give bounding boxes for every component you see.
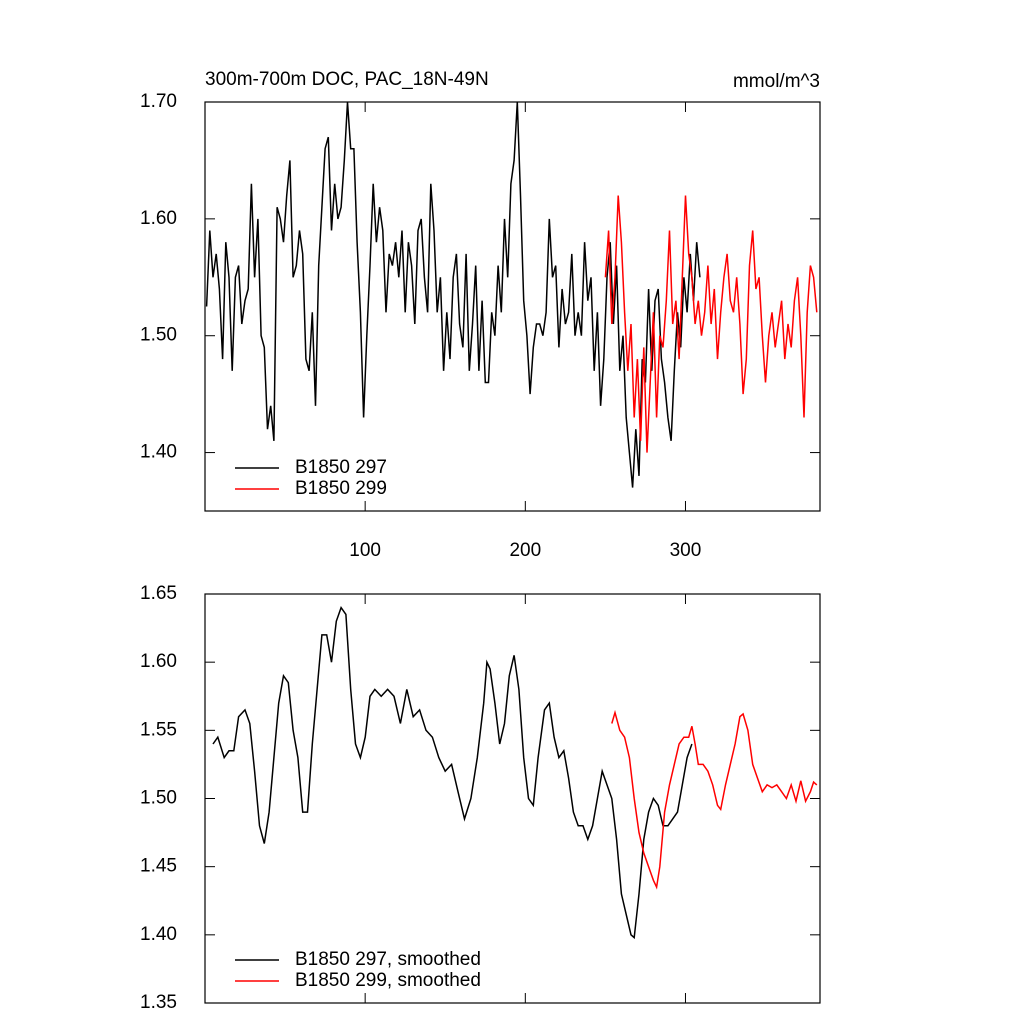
y-tick-label: 1.60 — [140, 651, 177, 672]
x-tick-label: 200 — [509, 540, 541, 561]
legend-label: B1850 297 — [295, 457, 387, 478]
x-tick-label: 100 — [349, 540, 381, 561]
legend-label: B1850 299 — [295, 478, 387, 499]
y-tick-label: 1.70 — [140, 91, 177, 112]
series-line — [212, 605, 693, 940]
y-tick-label: 1.55 — [140, 719, 177, 740]
plot-frame — [204, 101, 821, 512]
y-tick-label: 1.60 — [140, 208, 177, 229]
x-tick-label: 300 — [670, 540, 702, 561]
series-line — [611, 709, 818, 890]
series-line — [205, 101, 701, 488]
chart-title: 300m-700m DOC, PAC_18N-49N — [205, 69, 489, 90]
y-tick-label: 1.40 — [140, 924, 177, 945]
y-tick-label: 1.40 — [140, 442, 177, 463]
y-tick-label: 1.45 — [140, 856, 177, 877]
y-tick-label: 1.35 — [140, 992, 177, 1013]
units-label: mmol/m^3 — [733, 71, 820, 92]
y-tick-label: 1.65 — [140, 583, 177, 604]
legend-label: B1850 299, smoothed — [295, 970, 481, 991]
y-tick-label: 1.50 — [140, 325, 177, 346]
series-line — [604, 195, 818, 453]
legend-label: B1850 297, smoothed — [295, 949, 481, 970]
y-tick-label: 1.50 — [140, 788, 177, 809]
plot-frame — [204, 593, 821, 1004]
